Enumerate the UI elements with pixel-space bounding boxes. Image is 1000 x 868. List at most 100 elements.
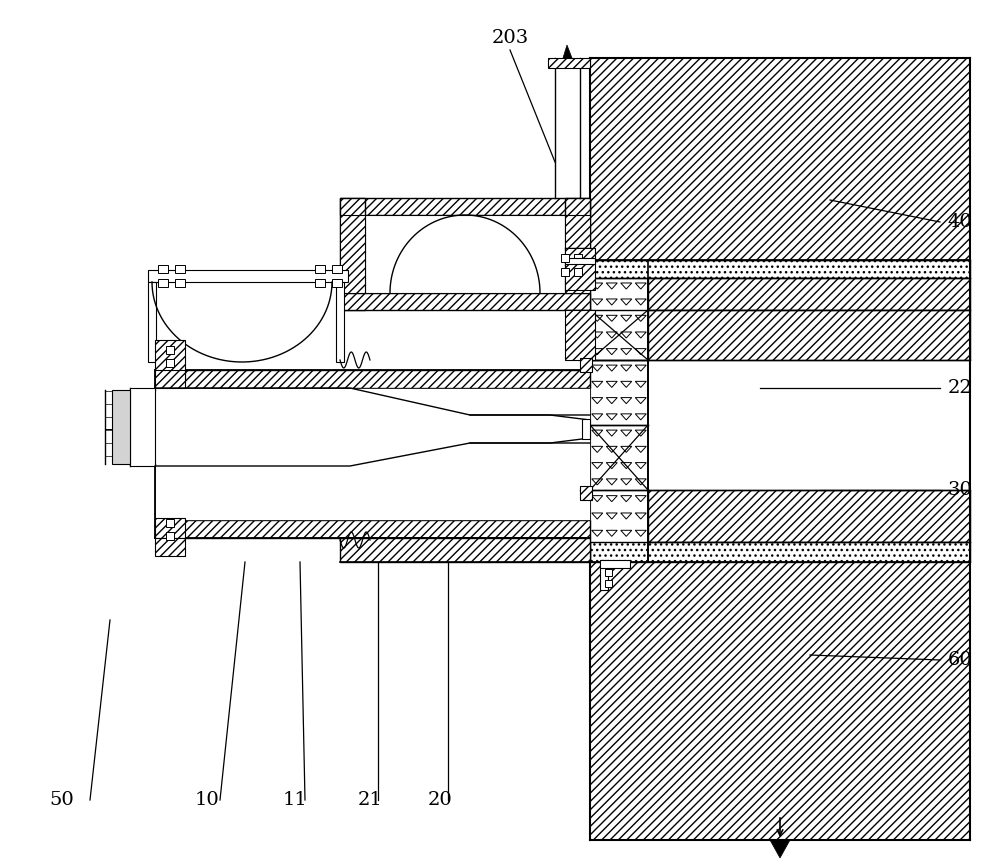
Polygon shape <box>621 414 632 420</box>
Polygon shape <box>592 496 603 502</box>
Bar <box>565 248 595 290</box>
Polygon shape <box>621 479 632 485</box>
Bar <box>590 542 970 562</box>
Bar <box>590 260 970 278</box>
Polygon shape <box>606 398 617 404</box>
Polygon shape <box>592 414 603 420</box>
Bar <box>166 346 174 354</box>
Polygon shape <box>592 431 603 436</box>
Polygon shape <box>770 840 790 858</box>
Bar <box>336 282 344 362</box>
Polygon shape <box>606 463 617 469</box>
Bar <box>332 279 342 287</box>
Text: 11: 11 <box>283 791 307 809</box>
Polygon shape <box>635 431 646 436</box>
Polygon shape <box>592 332 603 338</box>
Bar <box>605 580 612 587</box>
Bar <box>155 388 590 520</box>
Bar <box>600 560 608 590</box>
Polygon shape <box>592 381 603 387</box>
Polygon shape <box>635 463 646 469</box>
Bar <box>155 370 185 388</box>
Bar <box>340 538 590 562</box>
Polygon shape <box>592 398 603 404</box>
Polygon shape <box>606 513 617 519</box>
Text: 50: 50 <box>50 791 74 809</box>
Bar <box>365 215 565 293</box>
Text: 40: 40 <box>948 213 972 231</box>
Polygon shape <box>606 381 617 387</box>
Bar <box>565 310 595 360</box>
Bar <box>158 265 168 273</box>
Bar <box>112 390 130 464</box>
Polygon shape <box>606 315 617 321</box>
Polygon shape <box>635 446 646 452</box>
Bar <box>580 486 592 500</box>
Text: 10: 10 <box>195 791 219 809</box>
Polygon shape <box>635 530 646 536</box>
Polygon shape <box>606 530 617 536</box>
Bar <box>130 388 155 466</box>
Bar <box>561 268 569 276</box>
Bar <box>155 520 590 538</box>
Bar <box>148 282 156 362</box>
Text: 22: 22 <box>948 379 972 397</box>
Bar <box>600 560 630 568</box>
Polygon shape <box>635 398 646 404</box>
Polygon shape <box>592 530 603 536</box>
Polygon shape <box>606 496 617 502</box>
Bar <box>155 518 185 538</box>
Polygon shape <box>621 283 632 289</box>
Polygon shape <box>606 332 617 338</box>
Text: 203: 203 <box>491 29 529 47</box>
Polygon shape <box>592 513 603 519</box>
Polygon shape <box>635 315 646 321</box>
Polygon shape <box>606 299 617 305</box>
Polygon shape <box>606 365 617 372</box>
Polygon shape <box>592 463 603 469</box>
Bar <box>340 215 365 293</box>
Polygon shape <box>592 349 603 355</box>
Bar <box>590 562 970 840</box>
Polygon shape <box>635 283 646 289</box>
Bar <box>166 532 174 540</box>
Bar <box>605 569 612 576</box>
Polygon shape <box>635 299 646 305</box>
Polygon shape <box>621 315 632 321</box>
Polygon shape <box>606 283 617 289</box>
Bar <box>340 198 590 215</box>
Polygon shape <box>621 332 632 338</box>
Polygon shape <box>635 479 646 485</box>
Polygon shape <box>635 414 646 420</box>
Text: 21: 21 <box>358 791 382 809</box>
Polygon shape <box>563 45 572 58</box>
Bar <box>166 519 174 527</box>
Bar <box>548 58 590 68</box>
Polygon shape <box>621 299 632 305</box>
Bar <box>315 279 325 287</box>
Bar <box>340 293 590 310</box>
Polygon shape <box>635 332 646 338</box>
Bar <box>155 370 590 388</box>
Bar <box>340 198 365 310</box>
Bar <box>155 538 185 556</box>
Bar <box>166 359 174 367</box>
Bar <box>580 358 592 372</box>
Polygon shape <box>635 381 646 387</box>
Bar <box>175 265 185 273</box>
Polygon shape <box>635 349 646 355</box>
Polygon shape <box>621 398 632 404</box>
Polygon shape <box>621 513 632 519</box>
Polygon shape <box>621 349 632 355</box>
Polygon shape <box>606 431 617 436</box>
Bar <box>565 215 590 293</box>
Polygon shape <box>621 446 632 452</box>
Bar <box>175 279 185 287</box>
Polygon shape <box>635 365 646 372</box>
Polygon shape <box>621 463 632 469</box>
Bar <box>582 419 590 439</box>
Bar <box>565 258 595 264</box>
Polygon shape <box>592 365 603 372</box>
Polygon shape <box>621 381 632 387</box>
Bar <box>332 265 342 273</box>
